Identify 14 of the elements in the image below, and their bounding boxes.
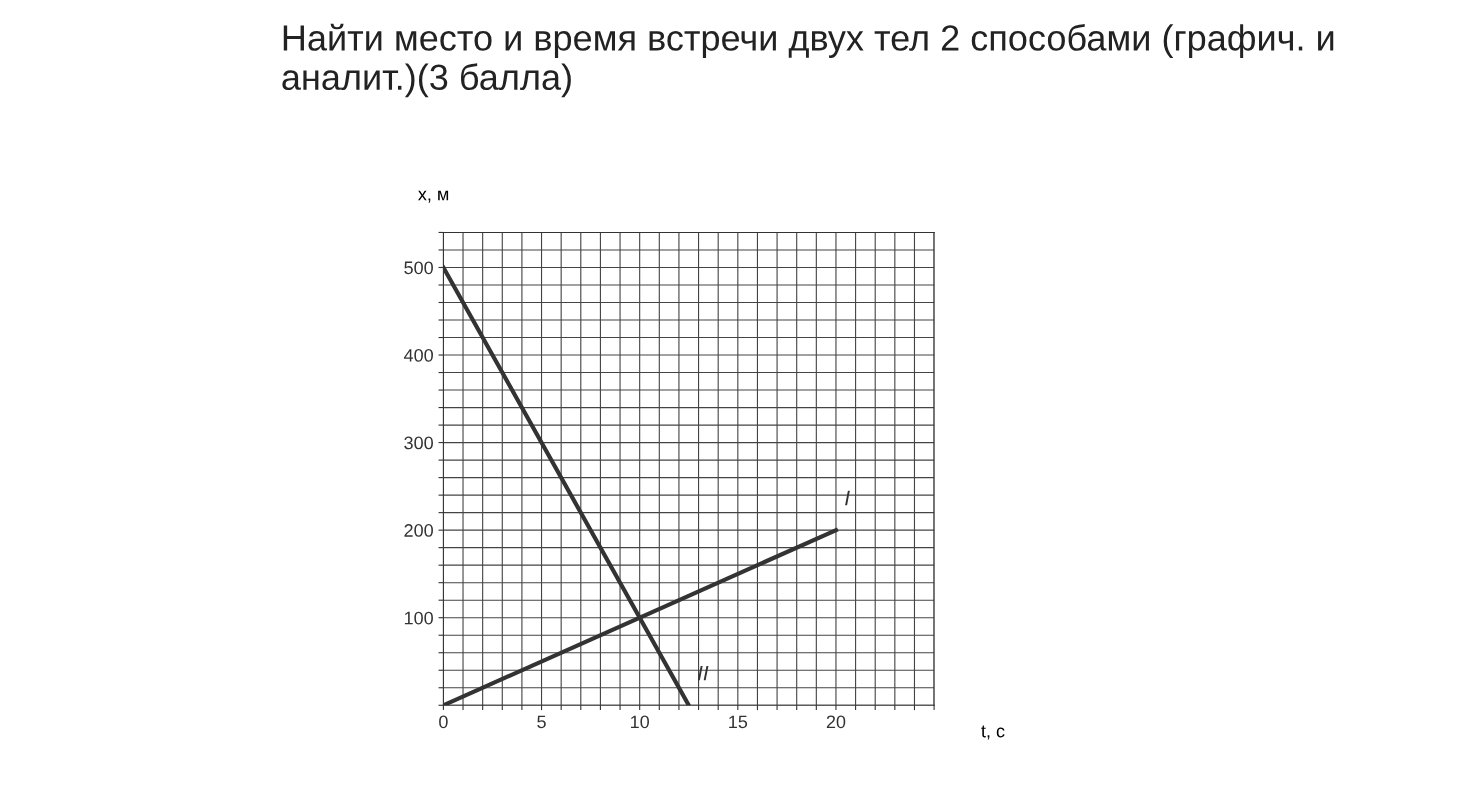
x-tick-label: 5 [537, 715, 546, 729]
x-axis-title: t, с [981, 725, 1005, 740]
y-tick-label: 200 [404, 524, 433, 537]
x-tick-label: 10 [631, 715, 650, 729]
x-tick-label: 0 [439, 715, 448, 729]
x-tick-label: 15 [729, 715, 748, 729]
chart-title: Найти место и время встречи двух тел 2 способами (графич. и аналит.)(3 балла) [282, 23, 1334, 98]
x-tick-label: 20 [826, 715, 846, 729]
y-axis-title: x, м [418, 190, 449, 203]
y-tick-label: 500 [404, 261, 433, 275]
y-tick-label: 300 [404, 436, 433, 450]
series-label: I [845, 490, 850, 506]
y-tick-label: 100 [404, 611, 433, 625]
y-tick-label: 400 [403, 348, 433, 362]
